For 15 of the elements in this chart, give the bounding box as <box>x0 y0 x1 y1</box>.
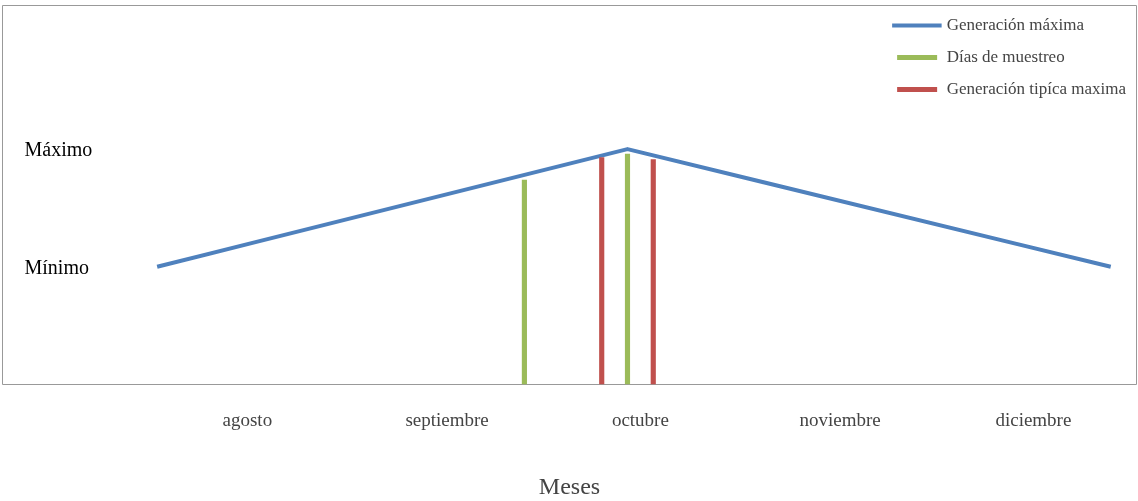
legend-label: Generación tipíca maxima <box>946 79 1126 99</box>
annotation: Mínimo <box>24 255 89 278</box>
x-tick-label: agosto <box>222 408 273 430</box>
bar <box>599 157 605 385</box>
x-axis-title: Meses <box>538 472 601 499</box>
bar <box>650 159 656 385</box>
x-tick-label: diciembre <box>995 408 1072 430</box>
annotation: Máximo <box>24 138 93 161</box>
x-tick-label: septiembre <box>405 408 489 430</box>
legend-label: Días de muestreo <box>946 47 1065 67</box>
bar <box>521 179 527 385</box>
x-tick-label: noviembre <box>799 408 881 430</box>
bar <box>624 153 631 385</box>
x-tick-label: octubre <box>611 408 669 430</box>
legend-label: Generación máxima <box>946 15 1084 35</box>
